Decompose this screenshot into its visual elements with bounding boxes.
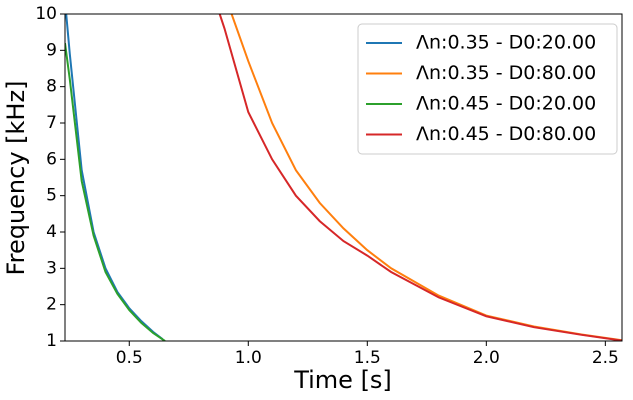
legend-label: Λn:0.35 - D0:20.00 xyxy=(416,32,596,54)
y-tick-label: 1 xyxy=(46,331,57,351)
y-tick-label: 4 xyxy=(46,222,57,242)
line xyxy=(65,42,166,341)
y-tick-label: 9 xyxy=(46,40,57,60)
x-tick-label: 1.5 xyxy=(354,348,381,368)
legend-label: Λn:0.45 - D0:20.00 xyxy=(416,93,596,115)
y-tick-label: 3 xyxy=(46,258,57,278)
y-tick-label: 2 xyxy=(46,295,57,315)
x-axis-label: Time [s] xyxy=(293,366,392,394)
x-tick-label: 2.0 xyxy=(473,348,500,368)
y-tick-label: 10 xyxy=(35,4,57,24)
legend-label: Λn:0.35 - D0:80.00 xyxy=(416,62,596,84)
x-tick-label: 1.0 xyxy=(235,348,262,368)
line xyxy=(218,14,622,341)
y-tick-label: 8 xyxy=(46,77,57,97)
plot-lines xyxy=(65,14,622,341)
legend-box xyxy=(357,23,618,155)
x-tick-label: 0.5 xyxy=(116,348,143,368)
line xyxy=(65,14,164,340)
y-tick-label: 6 xyxy=(46,149,57,169)
x-tick-label: 2.5 xyxy=(592,348,619,368)
legend-label: Λn:0.45 - D0:80.00 xyxy=(416,123,596,145)
plot-frame xyxy=(64,13,623,342)
y-axis-label: Frequency [kHz] xyxy=(2,81,30,276)
y-tick-label: 7 xyxy=(46,113,57,133)
y-tick-label: 5 xyxy=(46,186,57,206)
